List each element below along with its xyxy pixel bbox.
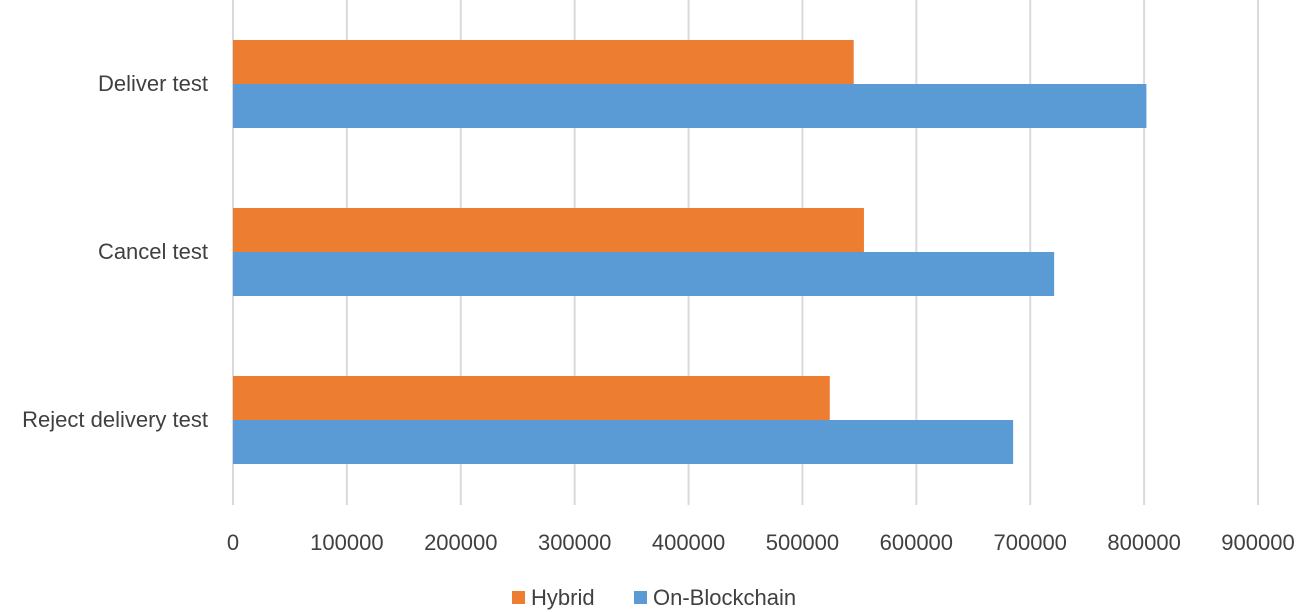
x-tick-label: 900000 xyxy=(1221,530,1294,555)
x-tick-label: 400000 xyxy=(652,530,725,555)
bar-hybrid-cancel-test xyxy=(233,208,864,252)
x-tick-label: 500000 xyxy=(766,530,839,555)
x-tick-label: 200000 xyxy=(424,530,497,555)
legend-label: Hybrid xyxy=(531,585,595,610)
category-label: Deliver test xyxy=(98,71,208,96)
x-tick-label: 100000 xyxy=(310,530,383,555)
x-tick-label: 600000 xyxy=(880,530,953,555)
x-axis-tick-labels: 0 100000 200000 300000 400000 500000 600000 700… xyxy=(227,530,1295,555)
category-label: Reject delivery test xyxy=(22,407,208,432)
x-tick-label: 300000 xyxy=(538,530,611,555)
x-tick-label: 0 xyxy=(227,530,239,555)
category-labels: Deliver test Cancel test Reject delivery t… xyxy=(22,71,208,432)
bars xyxy=(233,40,1147,464)
legend-label: On-Blockchain xyxy=(653,585,796,610)
x-tick-label: 800000 xyxy=(1107,530,1180,555)
legend-swatch-on-blockchain xyxy=(634,591,647,604)
bar-hybrid-deliver-test xyxy=(233,40,854,84)
bar-on-blockchain-deliver-test xyxy=(233,84,1147,128)
bar-on-blockchain-cancel-test xyxy=(233,252,1055,296)
x-tick-label: 700000 xyxy=(994,530,1067,555)
category-label: Cancel test xyxy=(98,239,208,264)
legend-swatch-hybrid xyxy=(512,591,525,604)
bar-hybrid-reject-delivery-test xyxy=(233,376,830,420)
bar-on-blockchain-reject-delivery-test xyxy=(233,420,1014,464)
legend: Hybrid On-Blockchain xyxy=(512,585,796,610)
